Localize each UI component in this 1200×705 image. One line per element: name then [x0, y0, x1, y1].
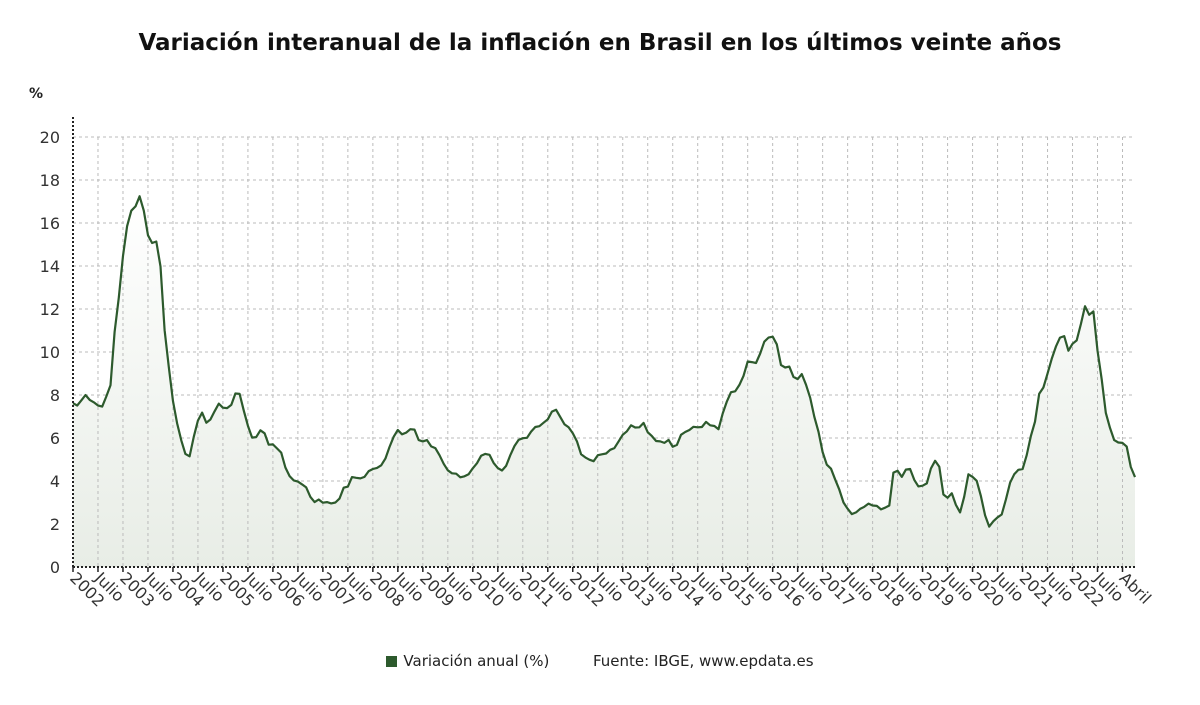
y-tick-label: 2 [50, 515, 60, 534]
y-tick-label: 8 [50, 386, 60, 405]
y-tick-label: 6 [50, 429, 60, 448]
source-note: Fuente: IBGE, www.epdata.es [592, 652, 814, 670]
legend: Variación anual (%) Fuente: IBGE, www.ep… [0, 652, 1200, 670]
y-tick-label: 16 [40, 214, 60, 233]
y-tick-label: 10 [40, 343, 60, 362]
y-tick-label: 12 [40, 300, 60, 319]
series-line [72, 195, 1137, 528]
y-axis-unit: % [29, 86, 44, 102]
chart-title: Variación interanual de la inflación en … [138, 30, 1062, 56]
series-area [73, 196, 1135, 568]
y-tick-label: 20 [40, 128, 60, 147]
y-tick-label: 18 [40, 171, 60, 190]
y-tick-label: 4 [50, 472, 60, 491]
legend-swatch [386, 656, 398, 667]
legend-label: Variación anual (%) [403, 652, 550, 670]
y-tick-label: 14 [40, 257, 60, 276]
y-tick-label: 0 [50, 558, 60, 577]
